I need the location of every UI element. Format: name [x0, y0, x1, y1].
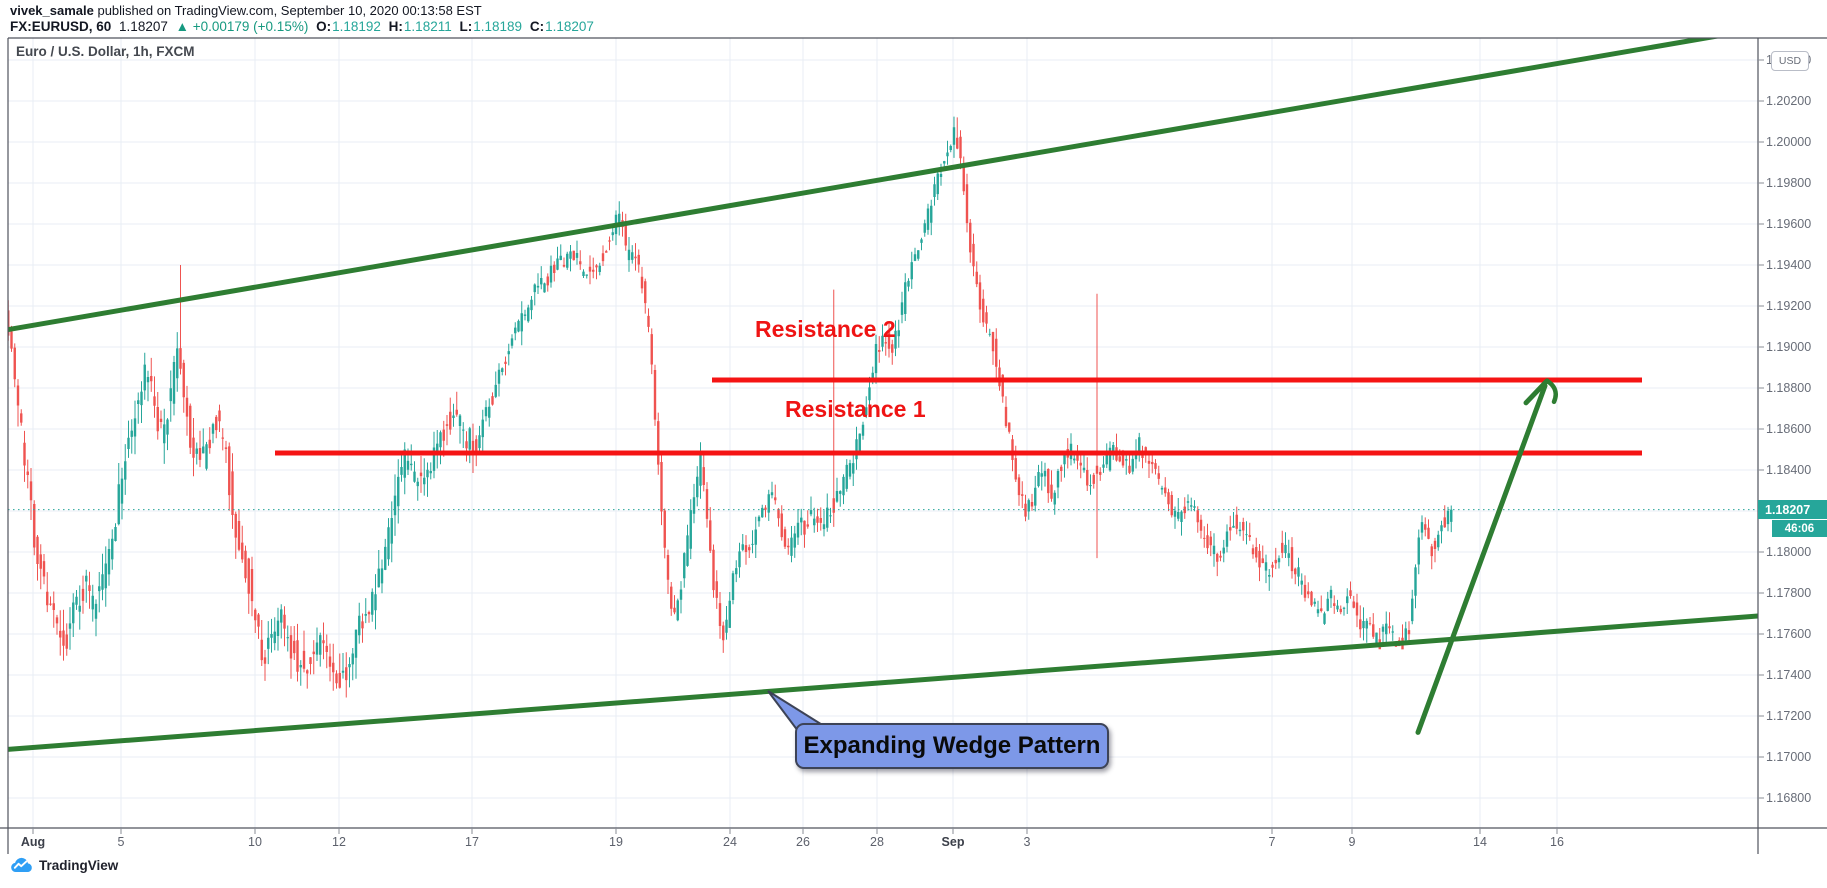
low-value: 1.18189 — [473, 19, 523, 34]
price-axis-label: 1.17200 — [1766, 709, 1812, 723]
close-value: 1.18207 — [545, 19, 594, 34]
time-axis-label: 9 — [1348, 835, 1356, 849]
plot-area[interactable] — [0, 29, 1758, 828]
wedge-lower-trendline[interactable] — [0, 613, 1758, 752]
close-label: C: — [529, 19, 545, 34]
price-scale[interactable]: USD 1.18207 46:06 1.204001.202001.200001… — [1758, 38, 1827, 828]
high-label: H: — [388, 19, 403, 34]
tradingview-cloud-icon — [11, 857, 32, 873]
time-axis-label: 3 — [1023, 835, 1031, 849]
last-price-text: 1.18207 — [119, 19, 168, 34]
currency-toggle-button[interactable]: USD — [1771, 51, 1809, 71]
high-value: 1.18211 — [403, 19, 452, 34]
price-axis-label: 1.20200 — [1766, 94, 1812, 108]
last-price-badge: 1.18207 — [1758, 500, 1827, 520]
time-axis-label: 28 — [870, 835, 884, 849]
expanding-wedge-callout[interactable]: Expanding Wedge Pattern — [795, 723, 1109, 769]
open-label: O: — [316, 19, 332, 34]
time-axis-label: 19 — [609, 835, 623, 849]
price-axis-label: 1.20000 — [1766, 135, 1812, 149]
low-label: L: — [459, 19, 473, 34]
price-axis-label: 1.16800 — [1766, 791, 1812, 805]
price-axis-label: 1.18000 — [1766, 545, 1812, 559]
price-axis-label: 1.19800 — [1766, 176, 1812, 190]
price-axis-label: 1.17800 — [1766, 586, 1812, 600]
time-axis-label: 26 — [796, 835, 810, 849]
price-change: ▲ +0.00179 (+0.15%) — [175, 19, 309, 34]
time-axis-label: 14 — [1473, 835, 1487, 849]
symbol-info-bar: FX:EURUSD, 60 1.18207 ▲ +0.00179 (+0.15%… — [10, 19, 598, 34]
bar-countdown-badge: 46:06 — [1772, 520, 1827, 538]
down-candle-bodies — [8, 136, 1446, 688]
chart-legend[interactable]: Euro / U.S. Dollar, 1h, FXCM — [16, 44, 195, 59]
price-axis-label: 1.17400 — [1766, 668, 1812, 682]
author-name: vivek_samale — [10, 3, 94, 18]
wedge-upper-trendline[interactable] — [0, 29, 1758, 333]
up-candle-bodies — [68, 127, 1453, 673]
time-axis-label: 12 — [332, 835, 346, 849]
resistance-1-label[interactable]: Resistance 1 — [785, 396, 926, 422]
symbol-name: FX:EURUSD, 60 — [10, 19, 112, 34]
projection-arrow[interactable] — [1415, 378, 1558, 735]
price-axis-label: 1.19200 — [1766, 299, 1812, 313]
time-axis-label: Sep — [941, 835, 965, 849]
open-value: 1.18192 — [332, 19, 381, 34]
price-axis-label: 1.18800 — [1766, 381, 1812, 395]
time-axis-label: 17 — [465, 835, 479, 849]
price-axis-label: 1.18400 — [1766, 463, 1812, 477]
time-scale[interactable]: Aug 5 10 12 17 19 24 26 28 Sep 3 7 9 14 16 — [0, 828, 1827, 854]
time-axis-label: 10 — [248, 835, 262, 849]
time-axis-label: 5 — [117, 835, 125, 849]
time-axis-label: 24 — [723, 835, 737, 849]
price-axis-label: 1.19400 — [1766, 258, 1812, 272]
time-axis-label: Aug — [20, 835, 46, 849]
tradingview-logo[interactable]: TradingView — [10, 857, 118, 873]
byline-text: published on TradingView.com, September … — [93, 3, 482, 18]
publish-byline: vivek_samale published on TradingView.co… — [10, 3, 482, 18]
tradingview-logo-text: TradingView — [39, 857, 119, 873]
price-axis-label: 1.17600 — [1766, 627, 1812, 641]
time-axis-label: 7 — [1268, 835, 1276, 849]
price-axis-label: 1.19600 — [1766, 217, 1812, 231]
time-axis-label: 16 — [1550, 835, 1564, 849]
price-axis-label: 1.19000 — [1766, 340, 1812, 354]
price-axis-label: 1.17000 — [1766, 750, 1812, 764]
resistance-2-label[interactable]: Resistance 2 — [755, 316, 896, 342]
price-axis-label: 1.18600 — [1766, 422, 1812, 436]
